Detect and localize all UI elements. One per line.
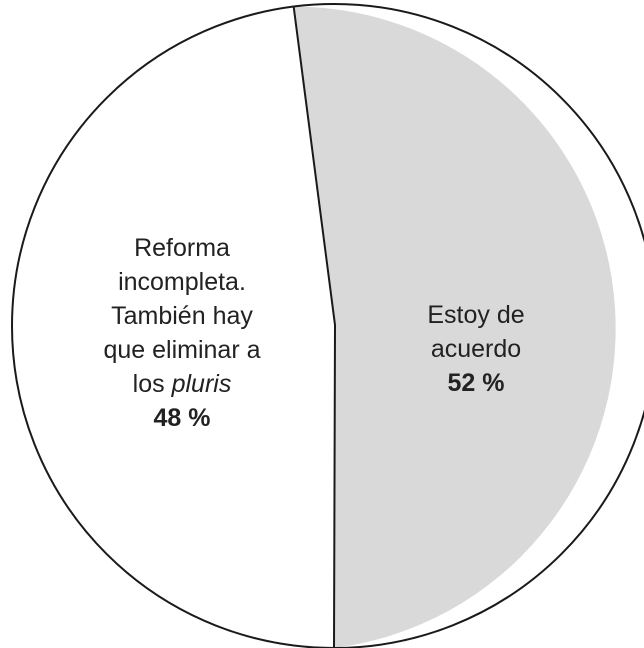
slice-label-line: incompleta. (118, 268, 246, 296)
slice-label-line-last: los pluris (50, 367, 314, 401)
slice-label-line: Estoy de (427, 301, 525, 329)
slice-value-label: 52 % (447, 369, 505, 397)
slice-label-line: También hay (111, 302, 253, 330)
pie-slice-reforma-incompleta (12, 6, 335, 648)
slice-label-reforma-incompleta: Reforma incompleta. También hay que elim… (50, 231, 314, 435)
slice-label-estoy-de-acuerdo: Estoy de acuerdo 52 % (386, 298, 566, 400)
pie-outline (11, 3, 644, 648)
slice-label-line: Reforma (134, 234, 230, 262)
pie-slice-estoy-de-acuerdo (293, 6, 616, 648)
slice-divider-line (292, 6, 337, 648)
slice-value-label: 48 % (153, 404, 211, 432)
slice-label-line: acuerdo (430, 335, 522, 363)
slice-label-italic-word: pluris (171, 370, 232, 398)
slice-label-text: los (132, 370, 172, 398)
slice-label-line: que eliminar a (103, 336, 261, 364)
